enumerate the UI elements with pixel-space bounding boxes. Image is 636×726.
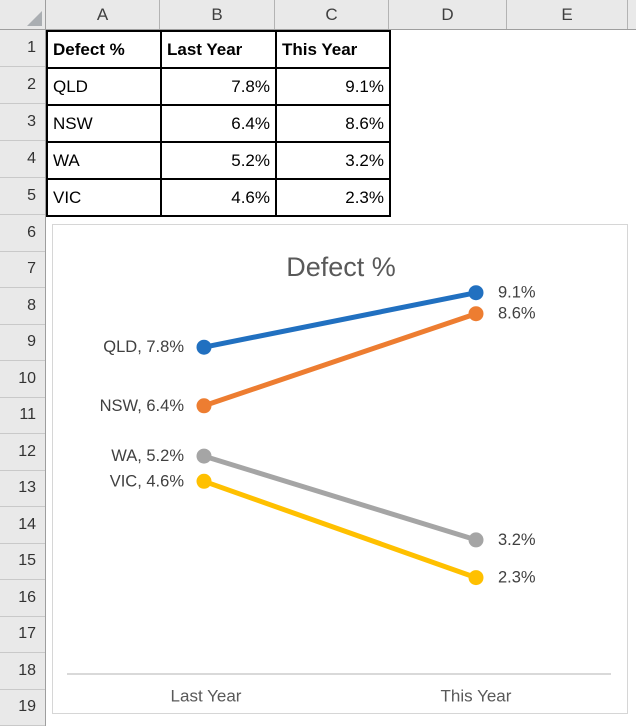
column-header-a[interactable]: A bbox=[46, 0, 160, 29]
slope-line-vic[interactable] bbox=[201, 478, 479, 581]
cell-A3[interactable]: NSW bbox=[46, 104, 162, 143]
row-header-12[interactable]: 12 bbox=[0, 434, 45, 471]
x-axis-label-last-year[interactable]: Last Year bbox=[171, 687, 242, 706]
table-row: Defect % Last Year This Year bbox=[46, 30, 391, 69]
cell-A2[interactable]: QLD bbox=[46, 67, 162, 106]
column-header-d[interactable]: D bbox=[389, 0, 507, 29]
defect-chart-object[interactable]: Defect % Last Year This Year QLD, 7.8% 9.1% N… bbox=[52, 224, 628, 714]
data-point-nsw-this-year[interactable] bbox=[468, 306, 484, 322]
select-all-triangle-icon bbox=[27, 11, 42, 26]
slope-line-wa[interactable] bbox=[201, 453, 479, 543]
column-header-b[interactable]: B bbox=[160, 0, 275, 29]
table-row: NSW 6.4% 8.6% bbox=[46, 104, 391, 143]
table-row: QLD 7.8% 9.1% bbox=[46, 67, 391, 106]
cell-A1[interactable]: Defect % bbox=[46, 30, 162, 69]
row-header-14[interactable]: 14 bbox=[0, 507, 45, 544]
column-header-partial bbox=[628, 0, 636, 29]
data-label-nsw-this-year[interactable]: 8.6% bbox=[498, 305, 536, 323]
slope-line-nsw[interactable] bbox=[201, 311, 479, 409]
row-header-16[interactable]: 16 bbox=[0, 580, 45, 617]
row-header-2[interactable]: 2 bbox=[0, 67, 45, 104]
cell-C3[interactable]: 8.6% bbox=[275, 104, 391, 143]
data-point-vic-last-year[interactable] bbox=[196, 473, 212, 489]
row-header-bar: 1 2 3 4 5 6 7 8 9 10 11 12 13 14 15 16 17 18 19 bbox=[0, 30, 46, 726]
row-header-19[interactable]: 19 bbox=[0, 690, 45, 726]
row-header-10[interactable]: 10 bbox=[0, 361, 45, 398]
row-header-4[interactable]: 4 bbox=[0, 141, 45, 178]
row-header-9[interactable]: 9 bbox=[0, 325, 45, 361]
slope-chart-canvas[interactable]: Defect % Last Year This Year QLD, 7.8% 9.1% N… bbox=[53, 225, 627, 713]
cell-C4[interactable]: 3.2% bbox=[275, 141, 391, 180]
data-point-qld-this-year[interactable] bbox=[468, 285, 484, 301]
data-point-vic-this-year[interactable] bbox=[468, 570, 484, 586]
data-point-qld-last-year[interactable] bbox=[196, 339, 212, 355]
row-header-17[interactable]: 17 bbox=[0, 617, 45, 653]
table-row: WA 5.2% 3.2% bbox=[46, 141, 391, 180]
data-label-vic-this-year[interactable]: 2.3% bbox=[498, 569, 536, 587]
cell-C2[interactable]: 9.1% bbox=[275, 67, 391, 106]
row-header-1[interactable]: 1 bbox=[0, 30, 45, 67]
slope-line-qld[interactable] bbox=[201, 290, 479, 350]
data-label-nsw-last-year[interactable]: NSW, 6.4% bbox=[100, 397, 185, 415]
data-point-wa-this-year[interactable] bbox=[468, 532, 484, 548]
select-all-corner[interactable] bbox=[0, 0, 46, 29]
cell-C5[interactable]: 2.3% bbox=[275, 178, 391, 217]
data-label-qld-last-year[interactable]: QLD, 7.8% bbox=[103, 338, 184, 356]
row-header-6[interactable]: 6 bbox=[0, 215, 45, 252]
cell-A4[interactable]: WA bbox=[46, 141, 162, 180]
data-label-wa-this-year[interactable]: 3.2% bbox=[498, 531, 536, 549]
column-header-c[interactable]: C bbox=[275, 0, 389, 29]
data-point-wa-last-year[interactable] bbox=[196, 448, 212, 464]
column-header-e[interactable]: E bbox=[507, 0, 628, 29]
row-header-5[interactable]: 5 bbox=[0, 178, 45, 215]
row-header-15[interactable]: 15 bbox=[0, 544, 45, 580]
cell-B4[interactable]: 5.2% bbox=[160, 141, 277, 180]
table-row: VIC 4.6% 2.3% bbox=[46, 178, 391, 217]
data-label-vic-last-year[interactable]: VIC, 4.6% bbox=[110, 472, 185, 490]
row-header-13[interactable]: 13 bbox=[0, 471, 45, 507]
row-header-18[interactable]: 18 bbox=[0, 653, 45, 690]
chart-title[interactable]: Defect % bbox=[286, 252, 396, 282]
data-point-nsw-last-year[interactable] bbox=[196, 398, 212, 414]
row-header-7[interactable]: 7 bbox=[0, 252, 45, 288]
cell-C1[interactable]: This Year bbox=[275, 30, 391, 69]
cell-B1[interactable]: Last Year bbox=[160, 30, 277, 69]
worksheet-table: Defect % Last Year This Year QLD 7.8% 9.1% NSW… bbox=[46, 30, 391, 217]
cell-B3[interactable]: 6.4% bbox=[160, 104, 277, 143]
cell-B2[interactable]: 7.8% bbox=[160, 67, 277, 106]
data-label-qld-this-year[interactable]: 9.1% bbox=[498, 284, 536, 302]
data-label-wa-last-year[interactable]: WA, 5.2% bbox=[111, 447, 184, 465]
row-header-3[interactable]: 3 bbox=[0, 104, 45, 141]
row-header-11[interactable]: 11 bbox=[0, 398, 45, 434]
row-header-8[interactable]: 8 bbox=[0, 288, 45, 325]
cell-B5[interactable]: 4.6% bbox=[160, 178, 277, 217]
x-axis-label-this-year[interactable]: This Year bbox=[441, 687, 512, 706]
cell-A5[interactable]: VIC bbox=[46, 178, 162, 217]
